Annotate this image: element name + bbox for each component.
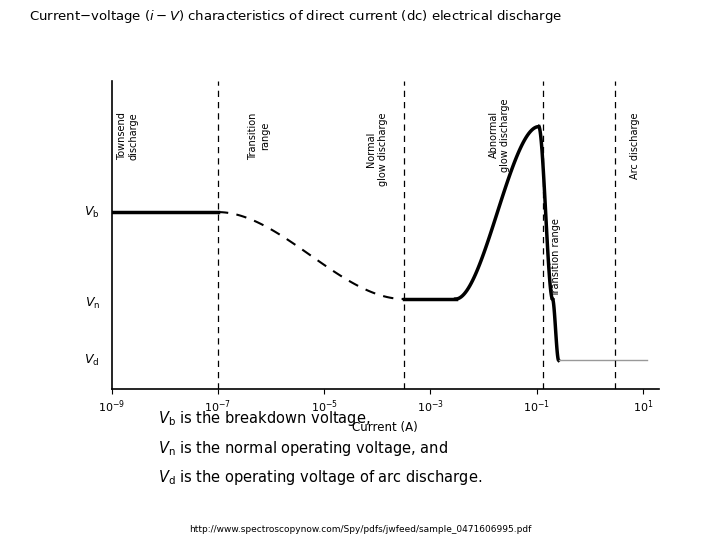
Text: Abnormal
glow discharge: Abnormal glow discharge xyxy=(489,98,510,172)
Text: Arc discharge: Arc discharge xyxy=(629,112,639,179)
Text: $V_\mathrm{d}$ is the operating voltage of arc discharge.: $V_\mathrm{d}$ is the operating voltage … xyxy=(158,468,482,488)
Text: Transition
range: Transition range xyxy=(248,112,270,160)
Text: Current$-$voltage ($i - V$) characteristics of direct current (dc) electrical di: Current$-$voltage ($i - V$) characterist… xyxy=(29,8,562,25)
X-axis label: Current (A): Current (A) xyxy=(352,421,418,434)
Text: $V_\mathrm{b}$ is the breakdown voltage,: $V_\mathrm{b}$ is the breakdown voltage, xyxy=(158,409,371,428)
Text: $V_\mathrm{d}$: $V_\mathrm{d}$ xyxy=(84,353,100,368)
Text: $V_\mathrm{n}$ is the normal operating voltage, and: $V_\mathrm{n}$ is the normal operating v… xyxy=(158,438,449,458)
Text: Townsend
discharge: Townsend discharge xyxy=(117,112,138,160)
Text: $V_\mathrm{b}$: $V_\mathrm{b}$ xyxy=(84,205,100,220)
Text: $V_\mathrm{n}$: $V_\mathrm{n}$ xyxy=(84,296,100,311)
Text: Normal
glow discharge: Normal glow discharge xyxy=(366,112,388,186)
Text: Transition range: Transition range xyxy=(552,218,562,296)
Text: http://www.spectroscopynow.com/Spy/pdfs/jwfeed/sample_0471606995.pdf: http://www.spectroscopynow.com/Spy/pdfs/… xyxy=(189,524,531,534)
